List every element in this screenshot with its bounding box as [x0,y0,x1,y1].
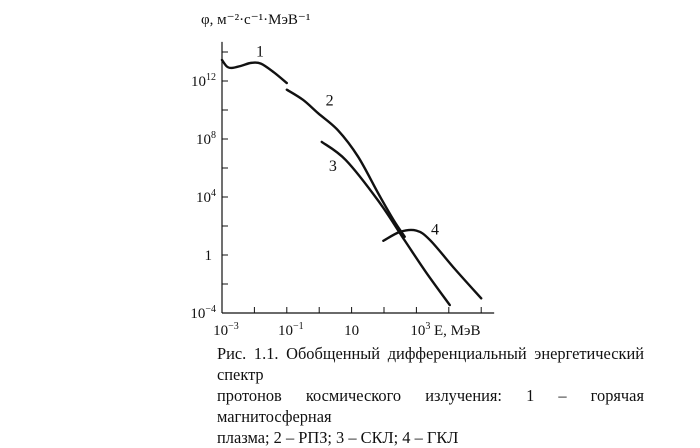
spectrum-chart: 10−3 10−1 10 103 1012 108 104 1 10−4 1 2 3 4 φ, м⁻²… [190,12,495,339]
caption-line: плазма; 2 – РПЗ; 3 – СКЛ; 4 – ГКЛ [217,428,459,447]
curve-label-1: 1 [256,43,264,60]
curve-label-4: 4 [431,222,439,239]
figure-caption: Рис. 1.1. Обобщенный дифференциальный эн… [217,343,644,448]
x-tick-label: 10−3 [213,321,239,339]
curve-label-3: 3 [329,158,337,175]
y-axis-label: φ, м⁻²·с⁻¹·МэВ⁻¹ [201,12,310,28]
curve-4 [382,228,483,300]
caption-line: протонов космического излучения: 1 – гор… [217,386,644,426]
y-tick-label: 1 [205,248,213,264]
curve-3 [320,140,451,307]
x-tick-label: 10 [344,323,359,339]
curve-2 [285,88,406,238]
curve-label-2: 2 [326,93,334,110]
curve-1 [220,58,288,85]
x-tick-label: 103 [410,321,430,339]
caption-line: Рис. 1.1. Обобщенный дифференциальный эн… [217,344,644,384]
x-tick-label: 10−1 [278,321,304,339]
x-axis-label: E, МэВ [434,323,480,339]
y-tick-label: 10−4 [190,304,216,322]
y-tick-label: 104 [196,188,216,206]
y-tick-label: 1012 [191,72,216,90]
y-tick-label: 108 [196,130,216,148]
